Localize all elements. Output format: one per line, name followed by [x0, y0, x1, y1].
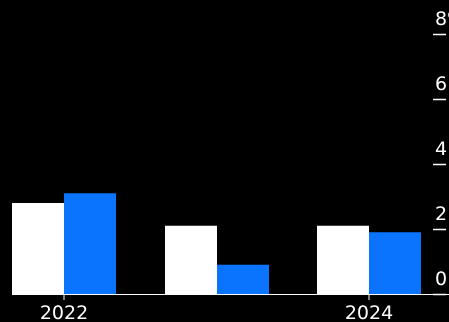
y-tick-label: 0: [435, 268, 447, 290]
bar-2022-series-2: [64, 193, 116, 294]
y-tick-label: 2: [435, 203, 447, 225]
y-tick-label: 8%: [435, 8, 449, 30]
bar-2023-series-1: [165, 225, 217, 294]
bars-group: [12, 193, 421, 294]
x-tick-label: 2024: [345, 302, 393, 322]
x-axis: 2022 2024: [12, 294, 449, 322]
y-tick-label: 4: [435, 138, 447, 160]
x-tick-label: 2022: [40, 302, 88, 322]
bar-2022-series-1: [12, 203, 64, 294]
bar-2024-series-2: [369, 232, 421, 294]
bar-2023-series-2: [217, 264, 269, 294]
y-axis: 0 2 4 6 8%: [433, 8, 449, 296]
bar-2024-series-1: [317, 225, 369, 294]
y-tick-label: 6: [435, 73, 447, 95]
